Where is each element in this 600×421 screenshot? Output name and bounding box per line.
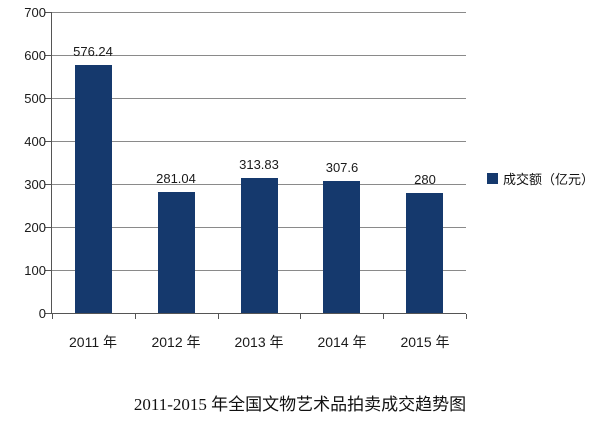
y-axis-label: 100 — [24, 263, 46, 278]
legend-swatch — [487, 173, 498, 184]
y-tick-600 — [45, 55, 51, 56]
bar-2015 年 — [406, 193, 443, 313]
x-axis-label: 2011 年 — [69, 334, 117, 350]
bar-2011 年 — [75, 65, 112, 313]
y-axis-label: 500 — [24, 91, 46, 106]
y-tick-500 — [45, 98, 51, 99]
x-tick — [52, 314, 53, 319]
y-axis-label: 200 — [24, 220, 46, 235]
chart-title: 2011-2015 年全国文物艺术品拍卖成交趋势图 — [133, 395, 467, 414]
y-axis-line — [51, 12, 52, 314]
y-axis-label: 0 — [38, 306, 46, 321]
y-tick-400 — [45, 141, 51, 142]
y-axis-label: 300 — [24, 177, 46, 192]
bar-2013 年 — [241, 178, 278, 313]
bar-value-label: 307.6 — [325, 160, 359, 175]
x-tick — [218, 314, 219, 319]
y-tick-100 — [45, 270, 51, 271]
gridline-600 — [52, 55, 466, 56]
y-tick-700 — [45, 12, 51, 13]
x-axis-label: 2015 年 — [400, 334, 450, 350]
x-axis-label: 2013 年 — [234, 334, 284, 350]
x-axis-line — [51, 313, 466, 314]
y-axis-label: 700 — [24, 5, 46, 20]
gridline-500 — [52, 98, 466, 99]
y-tick-300 — [45, 184, 51, 185]
y-axis-label: 400 — [24, 134, 46, 149]
gridline-700 — [52, 12, 466, 13]
x-tick — [135, 314, 136, 319]
x-axis-label: 2014 年 — [317, 334, 367, 350]
x-axis-label: 2012 年 — [151, 334, 201, 350]
x-tick — [300, 314, 301, 319]
legend: 成交额（亿元） — [487, 169, 594, 188]
bar-2014 年 — [323, 181, 360, 313]
gridline-400 — [52, 141, 466, 142]
bar-value-label: 576.24 — [73, 44, 113, 59]
bar-2012 年 — [158, 192, 195, 313]
y-tick-0 — [45, 313, 51, 314]
x-tick — [383, 314, 384, 319]
plot-area: 0 100 200 300 400 500 600 700 576.24 2011 年 281.04… — [24, 6, 467, 349]
y-tick-200 — [45, 227, 51, 228]
bar-value-label: 280 — [414, 172, 436, 187]
bar-value-label: 313.83 — [239, 157, 279, 172]
legend-label: 成交额（亿元） — [503, 172, 595, 187]
x-tick — [466, 314, 467, 319]
bar-value-label: 281.04 — [156, 171, 196, 186]
y-axis-label: 600 — [24, 48, 46, 63]
